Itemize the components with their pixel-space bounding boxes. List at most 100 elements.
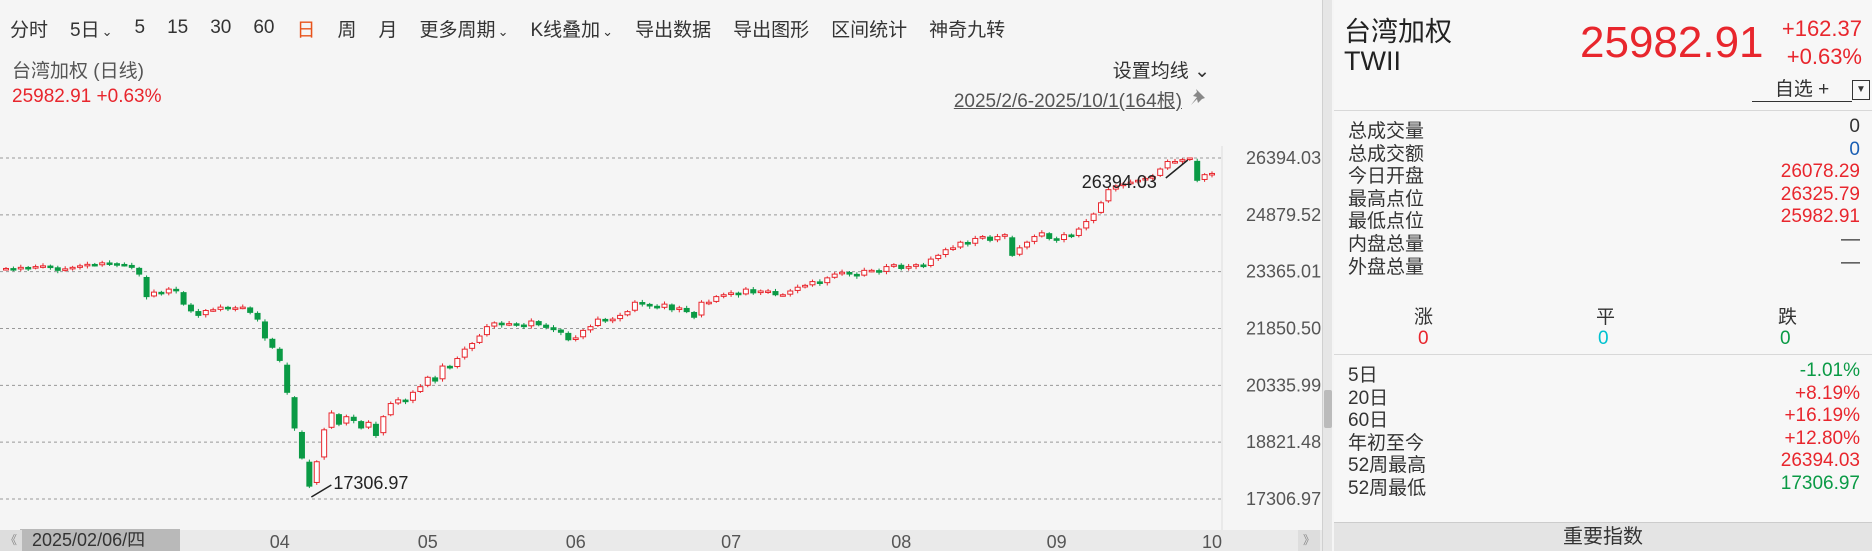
candle[interactable]	[47, 264, 54, 270]
candle[interactable]	[1194, 158, 1201, 183]
candle[interactable]	[876, 268, 883, 275]
watchlist-dropdown-icon[interactable]: ▼	[1852, 80, 1870, 100]
candle[interactable]	[1061, 232, 1068, 243]
candle[interactable]	[809, 279, 816, 287]
candle[interactable]	[1105, 187, 1112, 203]
candle[interactable]	[1038, 230, 1045, 238]
candle[interactable]	[1053, 236, 1060, 243]
candle[interactable]	[17, 264, 24, 272]
candle[interactable]	[816, 279, 823, 286]
candle[interactable]	[602, 317, 609, 323]
candle[interactable]	[609, 317, 616, 324]
candle[interactable]	[350, 414, 357, 424]
candle[interactable]	[772, 288, 779, 297]
candle[interactable]	[713, 295, 720, 303]
period-tab-10[interactable]: K线叠加 ⌄	[530, 15, 613, 42]
candle[interactable]	[853, 272, 860, 279]
candle[interactable]	[113, 262, 120, 268]
candle[interactable]	[987, 235, 994, 243]
candle[interactable]	[476, 333, 483, 344]
candle[interactable]	[587, 324, 594, 333]
candle[interactable]	[195, 308, 202, 318]
period-tab-13[interactable]: 区间统计	[831, 15, 907, 42]
candle[interactable]	[705, 299, 712, 306]
candle[interactable]	[868, 268, 875, 273]
candle[interactable]	[1031, 234, 1038, 245]
candle[interactable]	[446, 364, 453, 370]
candle[interactable]	[491, 321, 498, 329]
candle[interactable]	[557, 328, 564, 336]
candle[interactable]	[432, 375, 439, 384]
candle[interactable]	[136, 266, 143, 277]
candle[interactable]	[831, 272, 838, 279]
candle[interactable]	[550, 325, 557, 333]
candle[interactable]	[217, 304, 224, 312]
candle[interactable]	[180, 291, 187, 306]
candle[interactable]	[698, 300, 705, 318]
candle[interactable]	[254, 311, 261, 322]
candle[interactable]	[742, 287, 749, 296]
candle[interactable]	[1001, 233, 1008, 240]
candle[interactable]	[276, 347, 283, 363]
candle[interactable]	[964, 240, 971, 247]
period-tab-14[interactable]: 神奇九转	[929, 15, 1005, 42]
candle[interactable]	[654, 304, 661, 310]
candle[interactable]	[1135, 178, 1142, 184]
candle[interactable]	[691, 310, 698, 320]
candle[interactable]	[39, 263, 46, 269]
candle[interactable]	[720, 292, 727, 299]
period-tab-11[interactable]: 导出数据	[635, 15, 711, 42]
candle[interactable]	[913, 263, 920, 270]
candle[interactable]	[165, 287, 172, 296]
candle[interactable]	[380, 415, 387, 436]
candle[interactable]	[247, 306, 254, 315]
candle[interactable]	[158, 290, 165, 296]
candle[interactable]	[402, 398, 409, 405]
candle[interactable]	[950, 245, 957, 251]
candle[interactable]	[1112, 184, 1119, 192]
candle[interactable]	[883, 263, 890, 275]
candle[interactable]	[298, 430, 305, 460]
candle[interactable]	[565, 331, 572, 342]
candle[interactable]	[839, 269, 846, 276]
candle[interactable]	[269, 337, 276, 349]
candle[interactable]	[343, 414, 350, 426]
candle[interactable]	[284, 362, 291, 395]
candle[interactable]	[513, 322, 520, 327]
candle[interactable]	[927, 256, 934, 268]
candle[interactable]	[54, 265, 61, 274]
candle[interactable]	[409, 390, 416, 404]
candle[interactable]	[979, 235, 986, 240]
candle[interactable]	[461, 346, 468, 360]
candle[interactable]	[1186, 157, 1193, 161]
candle[interactable]	[417, 384, 424, 393]
candle[interactable]	[779, 293, 786, 297]
period-tab-9[interactable]: 更多周期 ⌄	[420, 15, 509, 42]
kline-chart[interactable]: 26394.03 24879.52 23365.01 21850.50 20335.99…	[0, 56, 1322, 551]
candle[interactable]	[76, 263, 83, 270]
candle[interactable]	[358, 420, 365, 430]
candle[interactable]	[639, 299, 646, 307]
candle[interactable]	[99, 260, 106, 267]
candle[interactable]	[1046, 232, 1053, 241]
candle[interactable]	[372, 421, 379, 438]
candle[interactable]	[1090, 212, 1097, 224]
candle[interactable]	[735, 291, 742, 298]
candle[interactable]	[1068, 233, 1075, 239]
candle[interactable]	[239, 304, 246, 310]
candle[interactable]	[291, 396, 298, 431]
chart-range-link[interactable]: 2025/2/6-2025/10/1(164根)	[953, 91, 1182, 112]
candle[interactable]	[306, 459, 313, 489]
candle[interactable]	[898, 263, 905, 271]
candle[interactable]	[210, 307, 217, 312]
candle[interactable]	[143, 275, 150, 300]
candle[interactable]	[1201, 173, 1208, 182]
period-tab-1[interactable]: 5日 ⌄	[70, 15, 112, 42]
candle[interactable]	[1098, 200, 1105, 214]
candle[interactable]	[150, 289, 157, 298]
candle[interactable]	[846, 271, 853, 277]
candle[interactable]	[1142, 176, 1149, 183]
candle[interactable]	[750, 287, 757, 295]
candle[interactable]	[1127, 179, 1134, 186]
candle[interactable]	[328, 410, 335, 429]
